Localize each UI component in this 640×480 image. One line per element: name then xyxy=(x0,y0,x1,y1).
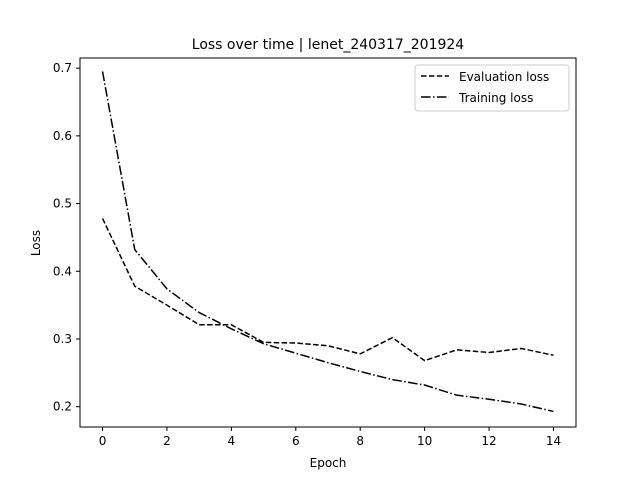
x-tick-label: 0 xyxy=(99,434,107,448)
chart-title: Loss over time | lenet_240317_201924 xyxy=(192,37,465,53)
y-tick-label: 0.3 xyxy=(53,332,72,346)
legend-box xyxy=(414,64,570,112)
y-tick-label: 0.7 xyxy=(53,61,72,75)
y-tick-label: 0.6 xyxy=(53,129,72,143)
x-tick-label: 14 xyxy=(546,434,561,448)
y-tick-label: 0.5 xyxy=(53,197,72,211)
x-tick-label: 4 xyxy=(228,434,236,448)
x-tick-label: 6 xyxy=(292,434,300,448)
y-axis-label: Loss xyxy=(29,230,43,256)
x-tick-label: 2 xyxy=(163,434,171,448)
plot-layer xyxy=(101,71,554,413)
x-axis-label: Epoch xyxy=(310,456,347,470)
x-tick-label: 8 xyxy=(356,434,364,448)
legend: Evaluation loss Training loss xyxy=(414,64,570,112)
ticks-layer: 0 2 4 6 8 10 12 14 0.2 0.3 0.4 0.5 0.6 0.7 xyxy=(53,61,561,448)
series-line-training-loss xyxy=(101,71,554,413)
x-tick-label: 12 xyxy=(481,434,496,448)
axes-frame xyxy=(79,57,577,428)
y-tick-label: 0.4 xyxy=(53,264,72,278)
y-tick-label: 0.2 xyxy=(53,400,72,414)
x-tick-label: 10 xyxy=(417,434,432,448)
legend-label-evaluation-loss: Evaluation loss xyxy=(459,70,549,84)
legend-label-training-loss: Training loss xyxy=(458,91,533,105)
